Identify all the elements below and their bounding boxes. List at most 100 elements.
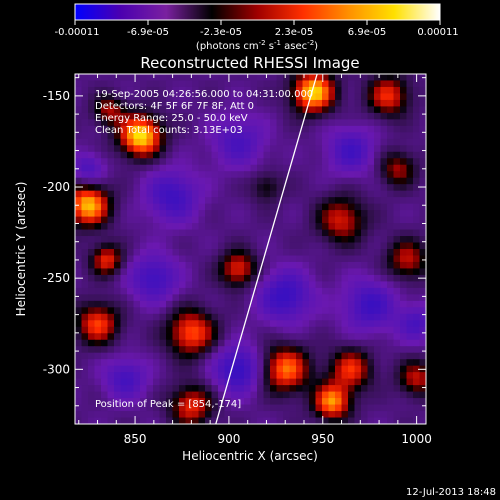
heatmap-cell bbox=[400, 119, 408, 127]
heatmap-cell bbox=[146, 197, 154, 205]
heatmap-cell bbox=[263, 255, 271, 263]
heatmap-cell bbox=[101, 359, 109, 367]
heatmap-cell bbox=[179, 164, 187, 172]
heatmap-cell bbox=[400, 378, 408, 386]
heatmap-cell bbox=[133, 385, 141, 393]
heatmap-cell bbox=[335, 261, 343, 270]
heatmap-cell bbox=[107, 300, 115, 308]
heatmap-cell bbox=[341, 320, 349, 328]
heatmap-cell bbox=[153, 372, 161, 380]
heatmap-cell bbox=[387, 74, 395, 82]
heatmap-cell bbox=[309, 287, 317, 295]
heatmap-cell bbox=[211, 86, 219, 95]
heatmap-cell bbox=[224, 359, 232, 367]
heatmap-cell bbox=[341, 404, 349, 412]
heatmap-cell bbox=[354, 190, 362, 198]
heatmap-cell bbox=[367, 249, 375, 257]
heatmap-cell bbox=[153, 203, 161, 211]
heatmap-cell bbox=[348, 74, 356, 82]
heatmap-cell bbox=[198, 171, 206, 179]
heatmap-cell bbox=[75, 411, 83, 419]
heatmap-cell bbox=[224, 125, 232, 133]
heatmap-cell bbox=[328, 404, 336, 412]
heatmap-cell bbox=[133, 99, 141, 108]
heatmap-cell bbox=[374, 119, 382, 127]
heatmap-cell bbox=[114, 216, 122, 224]
heatmap-cell bbox=[387, 365, 395, 373]
heatmap-cell bbox=[120, 145, 128, 153]
heatmap-cell bbox=[263, 93, 271, 101]
heatmap-cell bbox=[140, 106, 148, 114]
heatmap-cell bbox=[296, 216, 304, 224]
heatmap-cell bbox=[244, 158, 252, 166]
heatmap-cell bbox=[218, 190, 226, 198]
heatmap-cell bbox=[127, 119, 135, 127]
heatmap-cell bbox=[179, 281, 187, 289]
heatmap-cell bbox=[172, 145, 180, 153]
heatmap-cell bbox=[257, 242, 265, 250]
heatmap-cell bbox=[400, 352, 408, 360]
heatmap-cell bbox=[218, 177, 226, 185]
heatmap-cell bbox=[159, 359, 167, 367]
heatmap-cell bbox=[75, 138, 83, 146]
heatmap-cell bbox=[140, 223, 148, 231]
heatmap-cell bbox=[393, 203, 401, 211]
heatmap-cell bbox=[296, 320, 304, 328]
heatmap-cell bbox=[328, 216, 336, 224]
heatmap-cell bbox=[101, 106, 109, 114]
heatmap-cell bbox=[81, 242, 89, 250]
heatmap-cell bbox=[198, 404, 206, 412]
heatmap-cell bbox=[153, 378, 161, 386]
heatmap-cell bbox=[244, 249, 252, 257]
heatmap-cell bbox=[341, 229, 349, 237]
heatmap-cell bbox=[140, 93, 148, 101]
heatmap-cell bbox=[348, 398, 356, 406]
heatmap-cell bbox=[185, 391, 193, 399]
heatmap-cell bbox=[224, 417, 232, 424]
heatmap-cell bbox=[387, 125, 395, 133]
heatmap-cell bbox=[276, 313, 284, 321]
heatmap-cell bbox=[309, 417, 317, 424]
heatmap-cell bbox=[374, 99, 382, 108]
heatmap-cell bbox=[393, 223, 401, 231]
heatmap-cell bbox=[146, 274, 154, 283]
heatmap-cell bbox=[302, 274, 310, 283]
heatmap-cell bbox=[179, 378, 187, 386]
heatmap-cell bbox=[374, 359, 382, 367]
heatmap-cell bbox=[413, 255, 421, 263]
heatmap-cell bbox=[114, 339, 122, 347]
heatmap-cell bbox=[198, 326, 206, 334]
heatmap-cell bbox=[335, 385, 343, 393]
heatmap-cell bbox=[250, 164, 258, 172]
axis-ticks: 850 900 950 1000-150-200-250-300 bbox=[43, 74, 432, 446]
heatmap-cell bbox=[276, 93, 284, 101]
heatmap-cell bbox=[250, 236, 258, 244]
heatmap-cell bbox=[322, 93, 330, 101]
heatmap-cell bbox=[192, 294, 200, 302]
heatmap-cell bbox=[140, 236, 148, 244]
heatmap-cell bbox=[114, 106, 122, 114]
heatmap-cell bbox=[114, 210, 122, 218]
heatmap-cell bbox=[140, 385, 148, 393]
heatmap-cell bbox=[289, 365, 297, 373]
heatmap-cell bbox=[322, 287, 330, 295]
heatmap-cell bbox=[231, 210, 239, 218]
heatmap-cell bbox=[94, 281, 102, 289]
heatmap-cell bbox=[406, 74, 414, 82]
heatmap-cell bbox=[166, 99, 174, 108]
heatmap-cell bbox=[315, 203, 323, 211]
heatmap-cell bbox=[328, 223, 336, 231]
heatmap-cell bbox=[393, 385, 401, 393]
heatmap-cell bbox=[400, 287, 408, 295]
heatmap-cell bbox=[289, 119, 297, 127]
heatmap-cell bbox=[107, 261, 115, 270]
heatmap-cell bbox=[192, 203, 200, 211]
heatmap-cell bbox=[211, 125, 219, 133]
heatmap-cell bbox=[387, 216, 395, 224]
heatmap-cell bbox=[159, 274, 167, 283]
heatmap-cell bbox=[205, 378, 213, 386]
heatmap-cell bbox=[296, 210, 304, 218]
heatmap-cell bbox=[361, 99, 369, 108]
heatmap-cell bbox=[101, 99, 109, 108]
heatmap-cell bbox=[114, 313, 122, 321]
